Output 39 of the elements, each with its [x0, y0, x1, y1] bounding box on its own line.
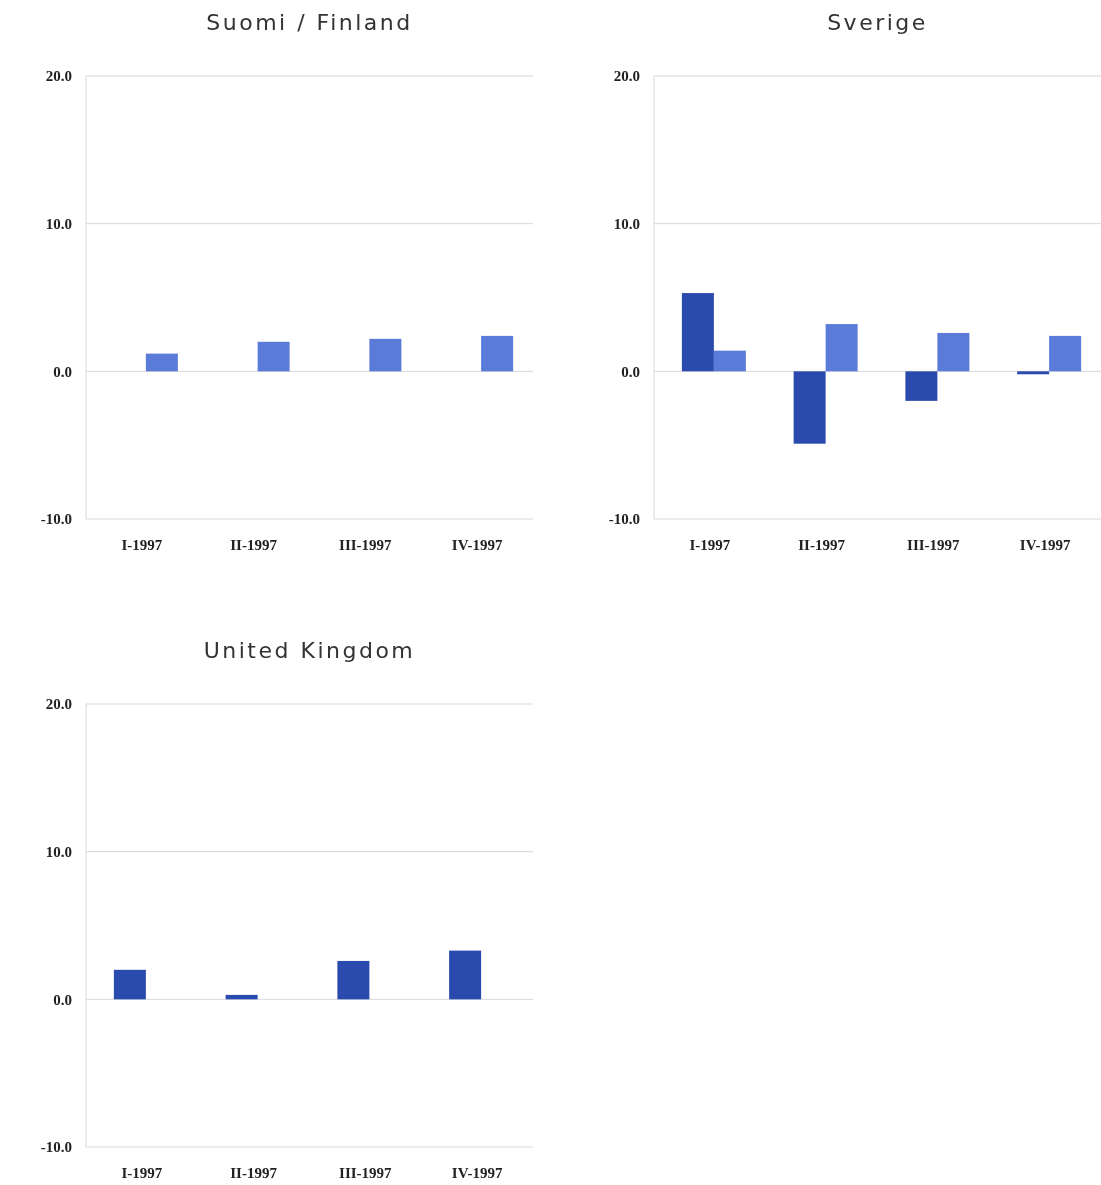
chart-title: Sverige	[827, 10, 928, 35]
x-tick-label: IV-1997	[451, 1165, 503, 1181]
y-tick-label: -10.0	[40, 1139, 72, 1156]
x-tick-label: III-1997	[339, 1165, 393, 1181]
x-tick-label: III-1997	[907, 537, 961, 553]
x-tick-label: II-1997	[230, 537, 278, 553]
y-tick-label: 10.0	[45, 843, 72, 860]
bar	[337, 960, 370, 1000]
chart-title: Suomi / Finland	[206, 10, 413, 35]
x-tick-label: I-1997	[121, 1165, 163, 1181]
bar	[793, 371, 826, 444]
x-tick-label: III-1997	[339, 537, 393, 553]
bar	[1017, 371, 1050, 375]
bar	[681, 293, 714, 372]
bar	[1049, 335, 1082, 372]
bar	[825, 324, 858, 372]
bar	[937, 332, 970, 372]
y-tick-label: 10.0	[45, 215, 72, 232]
x-tick-label: IV-1997	[1019, 537, 1071, 553]
y-tick-label: 0.0	[621, 363, 640, 380]
y-tick-label: -10.0	[40, 511, 72, 528]
y-tick-label: -10.0	[608, 511, 640, 528]
x-tick-label: I-1997	[121, 537, 163, 553]
y-tick-label: 20.0	[45, 68, 72, 85]
y-tick-label: 20.0	[613, 68, 640, 85]
x-tick-label: II-1997	[230, 1165, 278, 1181]
bar	[905, 371, 938, 401]
y-tick-label: 0.0	[53, 991, 72, 1008]
chart-title: United Kingdom	[203, 638, 416, 663]
bar	[225, 994, 258, 1000]
y-tick-label: 10.0	[613, 215, 640, 232]
x-tick-label: II-1997	[798, 537, 846, 553]
x-tick-label: I-1997	[689, 537, 731, 553]
bar	[113, 969, 146, 1000]
bar	[713, 350, 746, 372]
x-tick-label: IV-1997	[451, 537, 503, 553]
bar	[449, 950, 482, 1000]
y-tick-label: 20.0	[45, 696, 72, 713]
y-tick-label: 0.0	[53, 363, 72, 380]
